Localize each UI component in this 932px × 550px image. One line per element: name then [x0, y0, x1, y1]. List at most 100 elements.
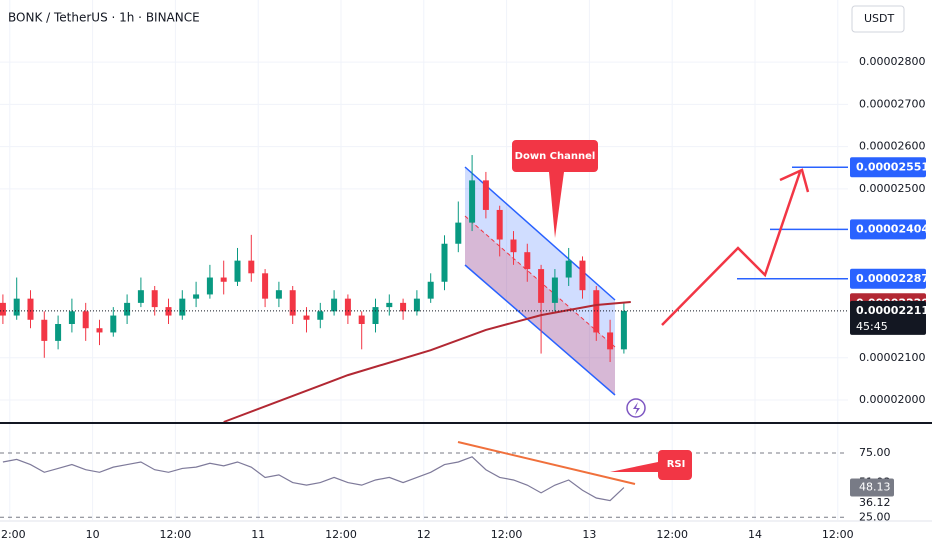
x-tick-label: 12:00 [0, 528, 26, 541]
candle-body [441, 243, 448, 282]
candle-body [372, 307, 379, 324]
price-marker-label: 0.00002551 [856, 160, 929, 173]
candle-body [41, 319, 48, 341]
y-tick-label: 0.00002000 [859, 393, 925, 406]
chart-title: BONK / TetherUS · 1h · BINANCE [8, 11, 200, 25]
annotation: RSI [667, 459, 686, 470]
rsi-value-box [850, 478, 894, 497]
y-tick-label: 0.00002600 [859, 140, 925, 153]
y-tick-label: 0.00002800 [859, 55, 925, 68]
candle-body [248, 260, 255, 274]
candle-body [524, 252, 531, 270]
candle-body [344, 298, 351, 316]
candle-body [0, 302, 6, 316]
x-tick-label: 12:00 [491, 528, 523, 541]
price-marker-label: 0.00002211 [856, 304, 929, 317]
candle-body [303, 315, 310, 320]
candle-body [220, 277, 227, 282]
price-marker [850, 268, 926, 289]
channel-bottom [464, 264, 616, 396]
candle-body [579, 260, 586, 291]
candle-body [427, 281, 434, 299]
candle-body [496, 209, 503, 240]
x-tick-label: 12:00 [822, 528, 854, 541]
price-marker [850, 300, 926, 335]
candle-body [317, 311, 324, 320]
candle-body [400, 302, 407, 312]
x-tick-label: 12 [417, 528, 431, 541]
currency-box [851, 5, 905, 33]
x-axis-area [0, 521, 932, 550]
channel-top [464, 166, 616, 301]
price-marker [850, 219, 926, 240]
x-tick-label: 14 [748, 528, 762, 541]
candle-body [565, 260, 572, 278]
countdown: 45:45 [856, 320, 888, 333]
price-marker [850, 157, 926, 178]
candle-body [55, 323, 62, 341]
candle-body [469, 180, 476, 223]
candle-body [82, 311, 89, 329]
candle-body [510, 239, 517, 253]
rsi-pane [0, 452, 848, 518]
candle-body [151, 290, 158, 308]
candle-body [620, 310, 627, 350]
currency: USDT [864, 12, 895, 25]
overlay [0, 166, 848, 423]
candle-body [413, 298, 420, 312]
candle-body [331, 298, 338, 312]
x-tick-label: 12:00 [656, 528, 688, 541]
candle-body [262, 273, 269, 299]
candle-body [455, 222, 462, 244]
x-tick-label: 13 [582, 528, 596, 541]
x-tick-label: 12:00 [325, 528, 357, 541]
candle-body [386, 302, 393, 308]
price-marker-label: 0.00002404 [856, 222, 929, 235]
candle-body [234, 260, 241, 282]
rsi-tick-label: 36.12 [859, 496, 891, 509]
candle-body [68, 311, 75, 324]
rsi-line [2, 456, 625, 502]
candle-body [551, 277, 558, 303]
rsi-callout [610, 450, 692, 480]
candle-body [593, 290, 600, 333]
axes: 12:00 10 12:00 11 12:00 12 12:00 13 12:00 14 12:00… [0, 55, 929, 541]
rsi-trendline [457, 441, 636, 485]
candle-body [13, 298, 20, 316]
x-tick-label: 11 [251, 528, 265, 541]
rsi-tick-label: 25.00 [859, 510, 891, 523]
callout [512, 140, 598, 238]
candle-body [193, 294, 200, 299]
candle-body [358, 315, 365, 324]
candle-body [482, 180, 489, 210]
candle-body [124, 302, 131, 316]
y-tick-label: 0.00002500 [859, 182, 925, 195]
arrow-head [779, 168, 810, 193]
y-tick-label: 0.00002100 [859, 351, 925, 364]
candle-body [96, 328, 103, 333]
y-tick-label: 0.00002700 [859, 97, 925, 110]
candle-body [607, 332, 614, 350]
candle-body [110, 315, 117, 333]
price-marker-label: 0.00002287 [856, 272, 929, 285]
candle-body [275, 290, 282, 299]
candle-body [289, 290, 296, 316]
rsi-tick-label: 75.00 [859, 446, 891, 459]
candle-body [137, 290, 144, 303]
alert-bolt [633, 402, 640, 415]
candle-body [538, 269, 545, 303]
candle-body [179, 298, 186, 316]
grid [0, 0, 848, 520]
x-tick-label: 12:00 [160, 528, 192, 541]
candle-body [206, 277, 213, 295]
annotation: Down Channel [515, 151, 596, 162]
channel-lower-fill [465, 216, 615, 395]
candle-body [27, 298, 34, 320]
moving-average [223, 301, 631, 423]
rsi-tick-label: 48.13 [859, 481, 891, 494]
projection-arrow [661, 171, 802, 326]
x-tick-label: 10 [86, 528, 100, 541]
